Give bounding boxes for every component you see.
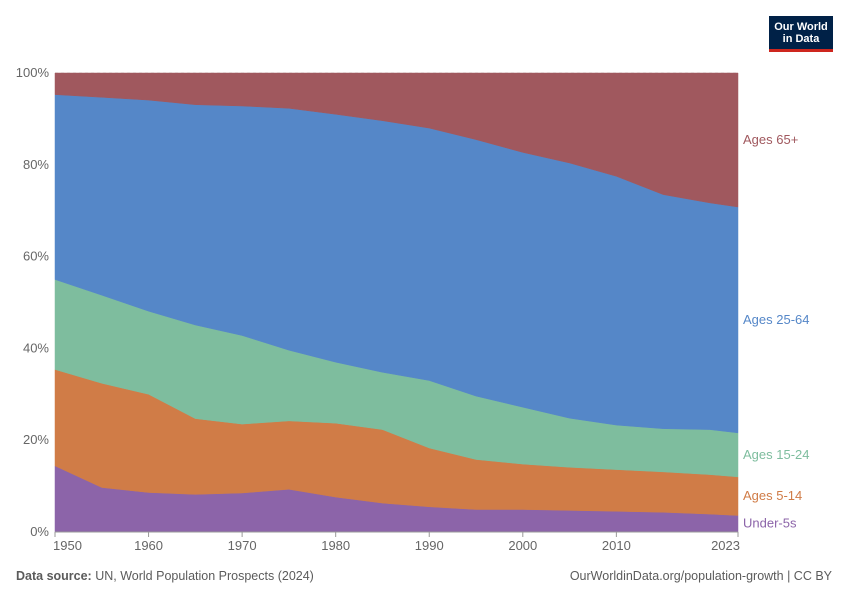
logo-line-2: in Data xyxy=(782,33,820,45)
x-tick-label: 2000 xyxy=(508,538,537,553)
series-label: Ages 25-64 xyxy=(743,312,810,327)
stacked-areas xyxy=(54,72,739,533)
series-labels: Under-5s Ages 5-14 Ages 15-24 Ages 25-64 Age… xyxy=(743,132,810,531)
x-tick-label: 2023 xyxy=(711,538,740,553)
x-tick-label: 1950 xyxy=(53,538,82,553)
owid-logo[interactable]: Our World in Data xyxy=(769,16,833,52)
y-tick-label: 0% xyxy=(30,524,49,539)
data-source-text: UN, World Population Prospects (2024) xyxy=(95,569,314,583)
x-tick-label: 1960 xyxy=(134,538,163,553)
x-tick-label: 1970 xyxy=(228,538,257,553)
series-label: Under-5s xyxy=(743,516,797,531)
y-tick-label: 40% xyxy=(23,340,49,355)
series-label: Ages 5-14 xyxy=(743,488,802,503)
x-tick-label: 1990 xyxy=(415,538,444,553)
area-ages-65-[interactable] xyxy=(54,72,739,208)
y-axis-ticks: 0% 20% 40% 60% 80% 100% xyxy=(16,65,50,539)
series-label: Ages 15-24 xyxy=(743,447,810,462)
y-tick-label: 100% xyxy=(16,65,50,80)
y-tick-label: 80% xyxy=(23,157,49,172)
y-tick-label: 20% xyxy=(23,432,49,447)
source-url-link[interactable]: OurWorldinData.org/population-growth | C… xyxy=(569,569,832,583)
y-tick-label: 60% xyxy=(23,249,49,264)
data-source-label: Data source: xyxy=(16,569,92,583)
data-source: Data source: UN, World Population Prospe… xyxy=(16,569,314,583)
x-tick-label: 2010 xyxy=(602,538,631,553)
x-tick-label: 1980 xyxy=(321,538,350,553)
logo-line-1: Our World xyxy=(774,21,828,33)
x-axis: 1950 1960 1970 1980 1990 2000 2010 2023 xyxy=(53,531,740,553)
series-label: Ages 65+ xyxy=(743,132,798,147)
